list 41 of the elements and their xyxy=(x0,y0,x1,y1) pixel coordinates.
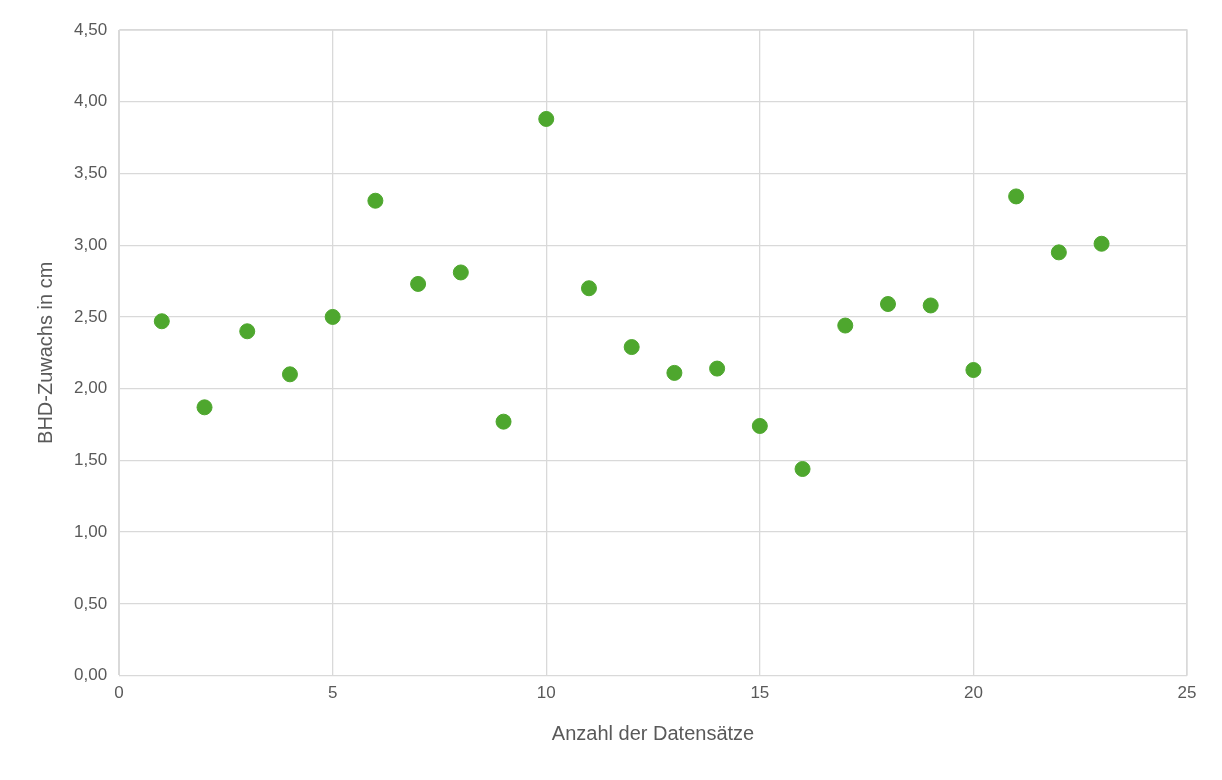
x-tick-label: 10 xyxy=(536,683,556,703)
y-tick-label: 3,00 xyxy=(73,234,108,254)
point xyxy=(495,413,512,430)
point xyxy=(666,364,683,381)
point xyxy=(410,275,427,292)
point xyxy=(922,297,939,314)
point xyxy=(281,366,298,383)
point xyxy=(452,264,469,281)
x-axis-title: Anzahl der Datensätze xyxy=(551,721,755,744)
x-tick-label: 20 xyxy=(963,683,983,703)
point xyxy=(1050,244,1067,261)
point xyxy=(580,280,597,297)
y-tick-label: 1,00 xyxy=(73,521,108,541)
y-tick-label: 2,50 xyxy=(73,306,108,326)
point xyxy=(196,399,213,416)
y-tick-label: 1,50 xyxy=(73,450,108,470)
point xyxy=(623,339,640,356)
point xyxy=(324,308,341,325)
x-tick-label: 5 xyxy=(327,683,338,703)
point xyxy=(794,461,811,478)
y-tick-label: 0,00 xyxy=(73,665,108,685)
point xyxy=(709,360,726,377)
point xyxy=(367,192,384,209)
point xyxy=(879,296,896,313)
x-tick-label: 25 xyxy=(1177,683,1197,703)
y-tick-label: 4,50 xyxy=(73,19,108,39)
x-tick-label: 15 xyxy=(750,683,770,703)
point xyxy=(1008,188,1025,205)
point xyxy=(538,110,555,127)
y-tick-label: 0,50 xyxy=(73,593,108,613)
x-tick-label: 0 xyxy=(114,683,124,703)
y-tick-label: 2,00 xyxy=(73,378,108,398)
y-tick-label: 4,00 xyxy=(73,91,108,111)
point xyxy=(751,417,768,434)
point xyxy=(837,317,854,334)
point xyxy=(153,313,170,330)
point xyxy=(1093,235,1110,252)
y-axis-title: BHD-Zuwachs in cm xyxy=(33,261,56,444)
point xyxy=(965,362,982,379)
point xyxy=(239,323,256,340)
y-tick-label: 3,50 xyxy=(73,163,108,183)
